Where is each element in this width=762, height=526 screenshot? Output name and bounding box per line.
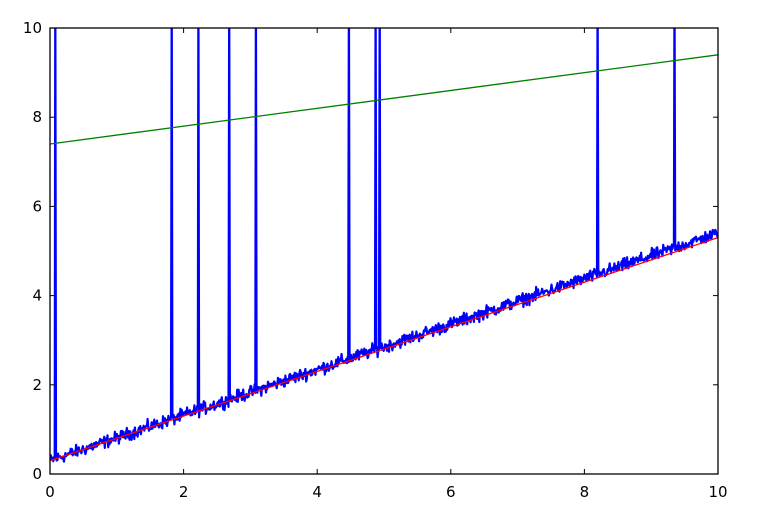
x-tick-label-6: 6 <box>446 483 456 501</box>
series-0-noisy-data-line <box>50 28 718 463</box>
series-1-fit-line <box>50 236 718 462</box>
x-tick-label-4: 4 <box>312 483 322 501</box>
plot-frame <box>49 27 719 475</box>
y-tick-label-8: 8 <box>32 108 42 126</box>
x-tick-label-10: 10 <box>708 483 727 501</box>
series-group <box>50 28 718 463</box>
x-tick-label-8: 8 <box>580 483 590 501</box>
axes: 0 2 4 6 8 10 0 2 4 6 8 10 <box>23 19 728 501</box>
y-tick-label-4: 4 <box>32 287 42 305</box>
series-2-line <box>50 54 718 145</box>
y-tick-label-0: 0 <box>32 465 42 483</box>
x-tick-label-0: 0 <box>45 483 55 501</box>
y-tick-label-10: 10 <box>23 19 42 37</box>
plot-area <box>50 28 718 463</box>
y-tick-label-6: 6 <box>32 197 42 215</box>
x-tick-label-2: 2 <box>179 483 189 501</box>
y-tick-label-2: 2 <box>32 376 42 394</box>
